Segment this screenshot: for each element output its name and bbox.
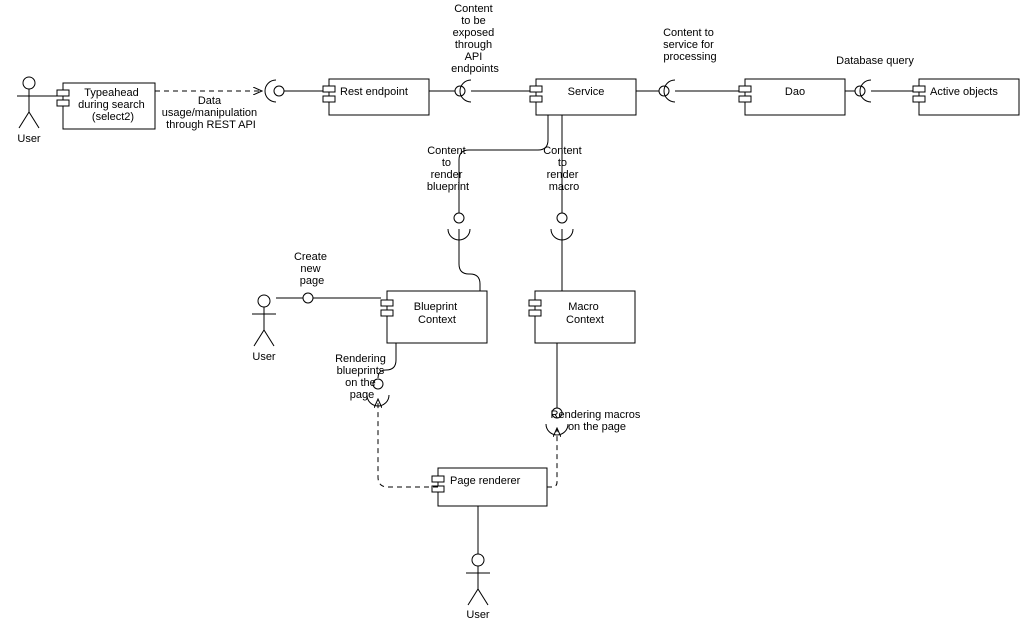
component-macro-context: Macro Context (529, 291, 635, 343)
actor-user-top-left: User (17, 77, 41, 145)
edge-renderer-macro: Rendering macros on the page (546, 343, 643, 487)
component-typeahead: Typeahead during search (select2) (57, 83, 155, 129)
edge-label: Rendering macros on the page (551, 409, 644, 433)
edge-service-macro: Content to render macro (543, 115, 585, 291)
actor-user-bottom: User (466, 554, 490, 619)
component-label: Active objects (930, 86, 998, 98)
actor-user-mid-left: User (252, 295, 276, 363)
component-label: Page renderer (450, 475, 521, 487)
edge-renderer-blueprint: Rendering blueprints on the page (335, 343, 438, 487)
actor-label: User (466, 609, 490, 619)
edge-typeahead-rest: Data usage/manipulation through REST API (155, 80, 323, 131)
edge-user-blueprint: Create new page (276, 251, 381, 303)
component-blueprint-context: Blueprint Context (381, 291, 487, 343)
edge-service-dao: Content to service for processing (636, 27, 739, 102)
component-page-renderer: Page renderer (432, 468, 547, 506)
component-dao: Dao (739, 79, 845, 115)
actor-label: User (17, 133, 41, 145)
edge-label: Content to service for processing (663, 27, 717, 63)
edge-label: Database query (836, 55, 914, 67)
edge-label: Content to render blueprint (427, 145, 469, 193)
edge-label: Content to render macro (543, 145, 585, 193)
edge-label: Create new page (294, 251, 330, 287)
edge-label: Content to be exposed through API endpoi… (451, 3, 499, 75)
edge-rest-service: Content to be exposed through API endpoi… (429, 3, 530, 102)
edge-service-blueprint: Content to render blueprint (427, 115, 548, 291)
edge-label: Data usage/manipulation through REST API (162, 95, 260, 131)
edge-dao-active-objects: Database query (836, 55, 914, 102)
component-active-objects: Active objects (913, 79, 1019, 115)
component-label: Macro Context (566, 301, 604, 326)
component-label: Blueprint Context (414, 301, 460, 326)
component-label: Rest endpoint (340, 86, 408, 98)
component-rest-endpoint: Rest endpoint (323, 79, 429, 115)
edge-label: Rendering blueprints on the page (335, 353, 389, 401)
component-label: Dao (785, 86, 805, 98)
actor-label: User (252, 351, 276, 363)
component-label: Service (568, 86, 605, 98)
component-service: Service (530, 79, 636, 115)
